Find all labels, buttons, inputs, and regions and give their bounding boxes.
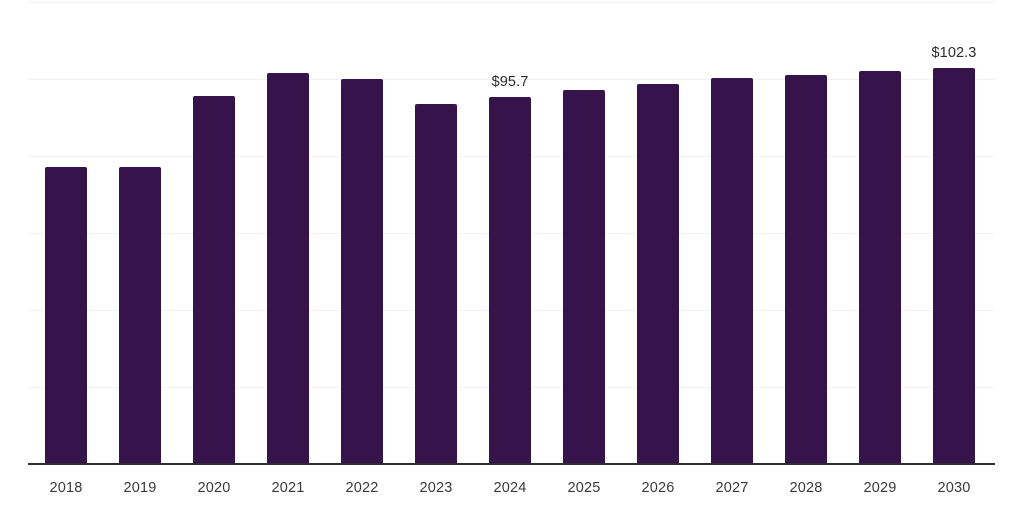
bar-2020[interactable] [193, 96, 235, 463]
bar-2028[interactable] [785, 75, 827, 463]
plot-area: $95.7 $102.3 [28, 2, 995, 465]
bar-value-label-2024: $95.7 [491, 74, 529, 90]
bar-2023[interactable] [415, 104, 457, 463]
x-tick-label-2021: 2021 [271, 480, 305, 496]
bar-2029[interactable] [859, 71, 901, 463]
x-tick-label-2025: 2025 [567, 480, 601, 496]
x-tick-label-2020: 2020 [197, 480, 231, 496]
bar-2022[interactable] [341, 79, 383, 463]
x-tick-label-2027: 2027 [715, 480, 749, 496]
gridline [28, 79, 995, 80]
x-axis-labels: 2018 2019 2020 2021 2022 2023 2024 2025 … [0, 464, 1024, 512]
bar-2026[interactable] [637, 84, 679, 463]
x-tick-label-2018: 2018 [49, 480, 83, 496]
x-tick-label-2029: 2029 [863, 480, 897, 496]
x-tick-label-2022: 2022 [345, 480, 379, 496]
bar-2019[interactable] [119, 167, 161, 463]
x-tick-label-2026: 2026 [641, 480, 675, 496]
x-axis-line [28, 463, 995, 465]
bar-2018[interactable] [45, 167, 87, 463]
bar-value-label-2030: $102.3 [931, 45, 977, 61]
bar-2024[interactable] [489, 97, 531, 463]
bar-2030[interactable] [933, 68, 975, 463]
gridline [28, 2, 995, 3]
bar-2027[interactable] [711, 78, 753, 463]
x-tick-label-2030: 2030 [937, 480, 971, 496]
bar-2021[interactable] [267, 73, 309, 463]
x-tick-label-2019: 2019 [123, 480, 157, 496]
bar-2025[interactable] [563, 90, 605, 463]
x-tick-label-2028: 2028 [789, 480, 823, 496]
x-tick-label-2023: 2023 [419, 480, 453, 496]
x-tick-label-2024: 2024 [493, 480, 527, 496]
